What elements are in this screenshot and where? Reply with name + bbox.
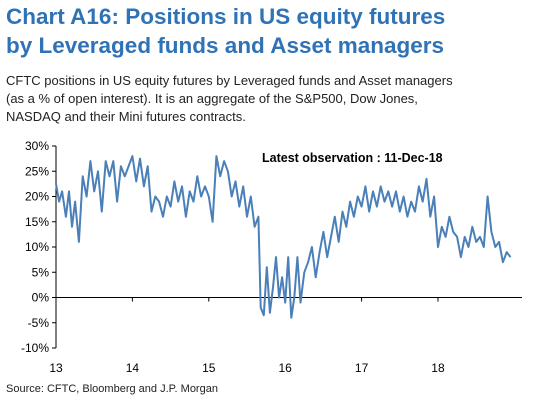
x-tick-label: 18	[431, 361, 445, 375]
x-tick-label: 15	[202, 361, 216, 375]
y-tick-label: -5%	[28, 316, 50, 330]
x-tick-label: 14	[126, 361, 140, 375]
y-tick-label: 10%	[25, 240, 49, 254]
y-tick-label: -10%	[21, 341, 49, 355]
y-axis: -10% -5% 0% 5% 10% 15% 20% 25% 30%	[21, 139, 57, 355]
chart-title-line-2: by Leveraged funds and Asset managers	[6, 33, 445, 58]
y-tick-label: 0%	[32, 291, 50, 305]
x-tick-label: 17	[355, 361, 369, 375]
chart-subtitle-line-3: NASDAQ and their Mini futures contracts.	[6, 109, 246, 124]
chart-title-line-1: Chart A16: Positions in US equity future…	[6, 4, 446, 29]
x-tick-label: 16	[279, 361, 293, 375]
chart-subtitle: CFTC positions in US equity futures by L…	[6, 72, 546, 126]
latest-observation-annotation: Latest observation : 11-Dec-18	[262, 151, 443, 165]
chart-subtitle-line-2: (as a % of open interest). It is an aggr…	[6, 91, 418, 106]
y-tick-label: 20%	[25, 190, 49, 204]
plot-area	[55, 155, 512, 319]
source-note: Source: CFTC, Bloomberg and J.P. Morgan	[6, 383, 218, 395]
y-tick-label: 15%	[25, 215, 49, 229]
x-axis: 13 14 15 16 17 18	[49, 297, 522, 375]
chart-title: Chart A16: Positions in US equity future…	[6, 2, 546, 60]
y-tick-label: 30%	[25, 139, 49, 153]
y-tick-label: 25%	[25, 164, 49, 178]
x-tick-label: 13	[49, 361, 63, 375]
y-tick-label: 5%	[32, 265, 50, 279]
line-chart: -10%-5%0%5%10%15%20%25%30% 13 14 15 16 17 18 …	[21, 139, 522, 375]
chart-subtitle-line-1: CFTC positions in US equity futures by L…	[6, 73, 453, 88]
series-line	[55, 155, 512, 319]
